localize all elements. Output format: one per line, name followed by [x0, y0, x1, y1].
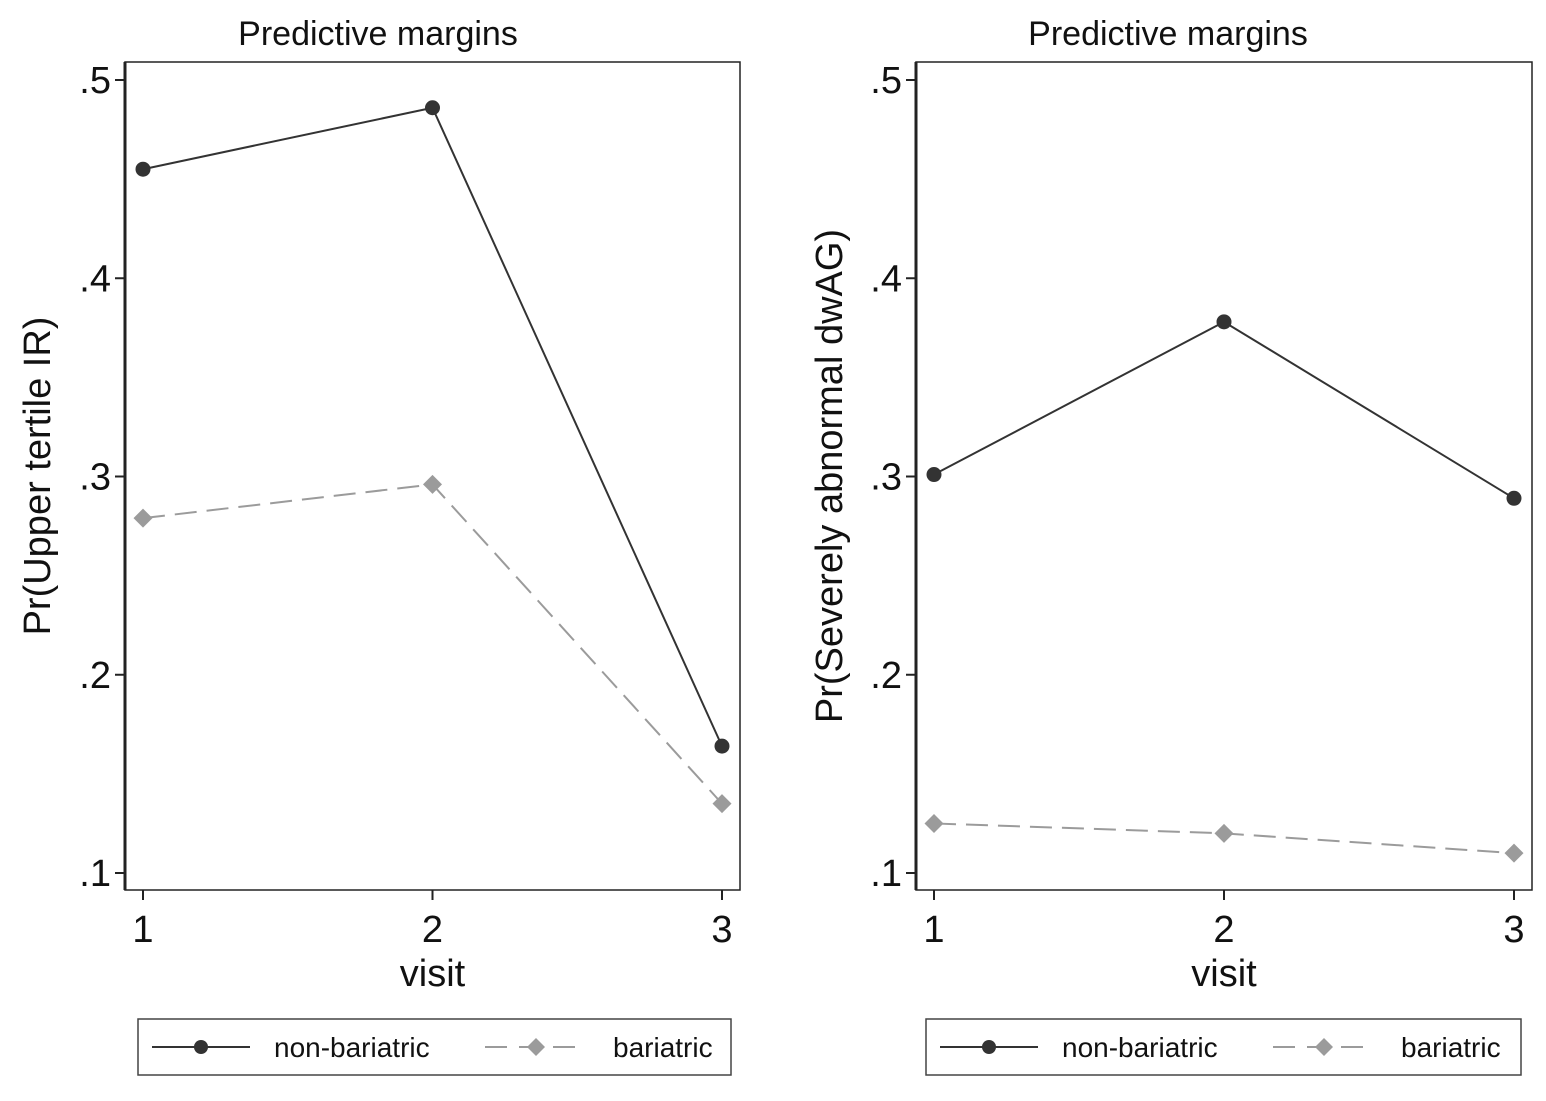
chart-title: Predictive margins	[238, 15, 518, 53]
legend-marker-bariatric	[527, 1038, 545, 1056]
plot-frame	[915, 61, 1533, 891]
x-tick-label: 2	[1213, 909, 1234, 951]
data-point-non-bariatric	[1506, 490, 1522, 506]
x-tick-label: 1	[923, 909, 944, 951]
x-tick-label: 1	[132, 909, 153, 951]
data-point-bariatric	[1504, 843, 1524, 863]
data-point-non-bariatric	[926, 467, 942, 483]
legend-marker-non-bariatric	[194, 1040, 208, 1054]
legend-label: non-bariatric	[274, 1032, 430, 1063]
legend-marker-non-bariatric	[982, 1040, 996, 1054]
legend-label: non-bariatric	[1062, 1032, 1218, 1063]
y-tick-label: .2	[79, 655, 111, 697]
data-point-bariatric	[924, 813, 944, 833]
y-tick-label: .5	[870, 60, 902, 102]
y-tick-label: .2	[870, 655, 902, 697]
data-point-non-bariatric	[714, 738, 730, 754]
x-axis-title: visit	[400, 953, 466, 995]
y-tick-label: .4	[870, 258, 902, 300]
legend-marker-bariatric	[1315, 1038, 1333, 1056]
legend: non-bariatric bariatric	[925, 1018, 1522, 1076]
y-axis-title: Pr(Severely abnormal dwAG)	[809, 229, 851, 723]
x-tick-label: 3	[711, 909, 732, 951]
data-point-non-bariatric	[425, 100, 440, 116]
y-tick-label: .5	[79, 60, 111, 102]
data-point-non-bariatric	[1216, 314, 1232, 330]
data-point-bariatric	[133, 508, 153, 528]
chart-panel-right: Predictive margins .1 .2 .3 .4 .5 1 2 3 visit Pr(S…	[809, 15, 1533, 1076]
data-point-bariatric	[423, 474, 442, 494]
x-axis-title: visit	[1191, 953, 1257, 995]
chart-panel-left: Predictive margins .1 .2 .3 .4 .5 1 2 3 visit Pr(U…	[17, 15, 741, 1076]
y-tick-label: .3	[870, 457, 902, 499]
y-tick-label: .1	[79, 853, 111, 895]
x-tick-label: 2	[422, 909, 443, 951]
legend: non-bariatric bariatric	[137, 1018, 732, 1076]
x-tick-label: 3	[1503, 909, 1524, 951]
data-point-non-bariatric	[135, 161, 151, 177]
y-tick-label: .1	[870, 853, 902, 895]
legend-label: bariatric	[1401, 1032, 1501, 1063]
y-tick-label: .4	[79, 258, 111, 300]
y-axis-title: Pr(Upper tertile IR)	[17, 317, 59, 636]
legend-label: bariatric	[613, 1032, 713, 1063]
y-tick-label: .3	[79, 457, 111, 499]
chart-title: Predictive margins	[1028, 15, 1308, 53]
data-point-bariatric	[1214, 823, 1234, 843]
data-point-bariatric	[712, 794, 732, 814]
